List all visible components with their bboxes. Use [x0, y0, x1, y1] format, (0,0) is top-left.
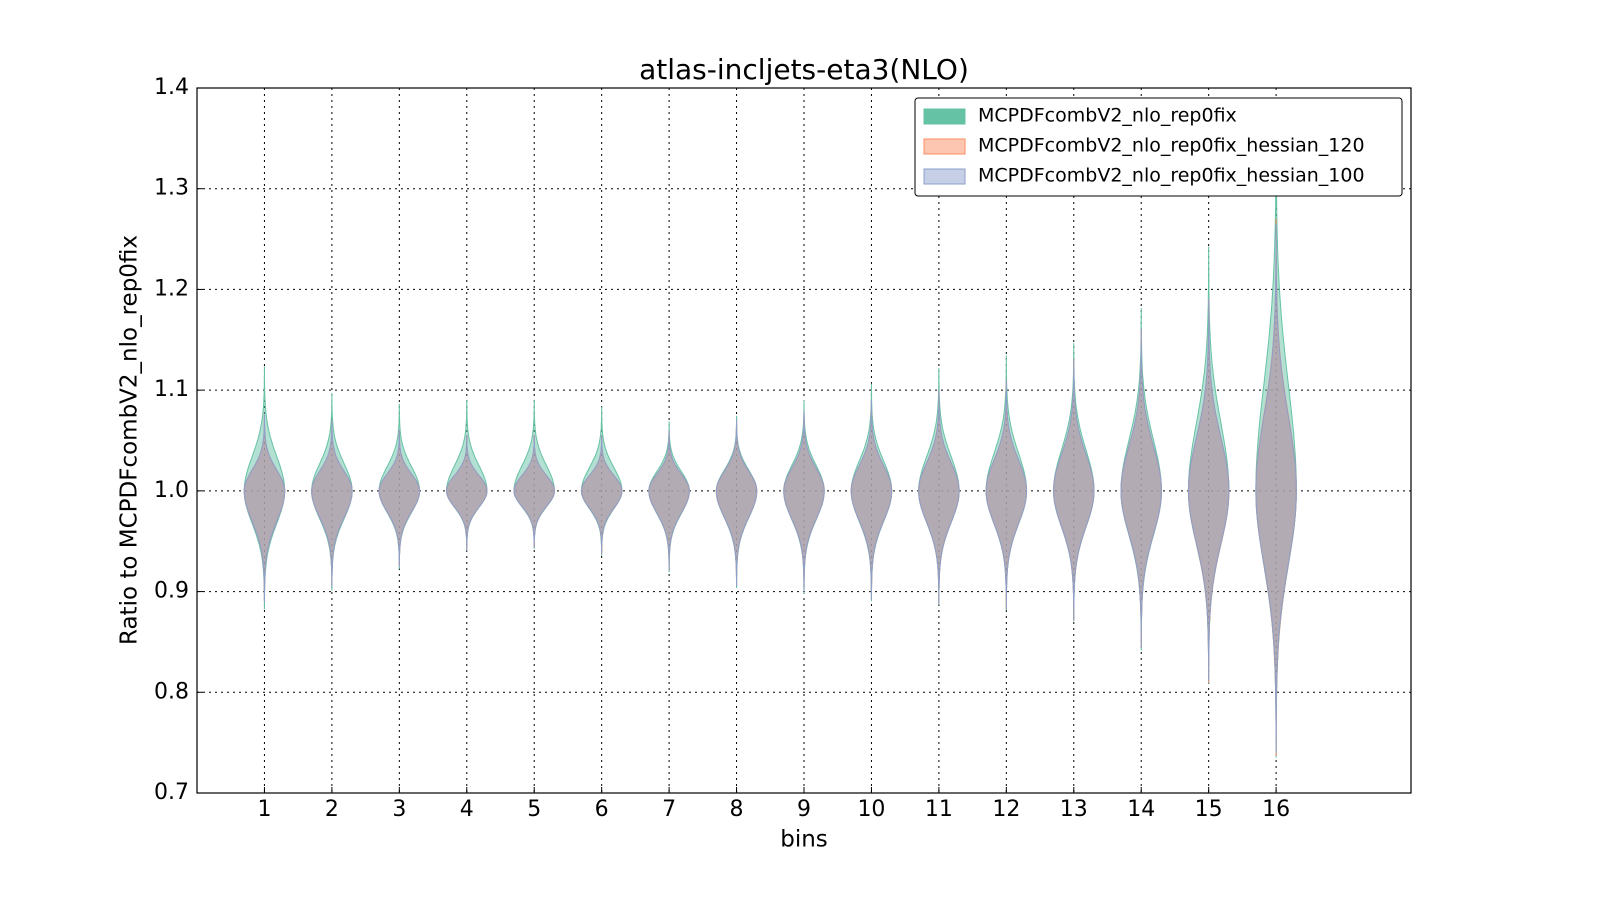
chart-title: atlas-incljets-eta3(NLO): [639, 53, 969, 86]
x-axis-label: bins: [780, 827, 828, 853]
x-tick-label: 5: [527, 797, 541, 822]
violin: [1255, 223, 1297, 753]
y-axis-label: Ratio to MCPDFcombV2_nlo_rep0fix: [117, 235, 143, 645]
x-tick-label: 16: [1262, 797, 1290, 822]
violin: [918, 390, 960, 604]
y-tick-label: 0.9: [154, 579, 189, 604]
x-tick-label: 15: [1195, 797, 1223, 822]
y-tick-label: 1.4: [154, 75, 189, 100]
plot-frame: [196, 87, 1412, 794]
violin: [850, 399, 893, 600]
y-tick-label: 0.7: [154, 780, 189, 805]
y-tick-label: 1.1: [154, 377, 189, 402]
legend-label: MCPDFcombV2_nlo_rep0fix_hessian_120: [978, 135, 1365, 157]
x-tick-label: 1: [257, 797, 271, 822]
legend-label: MCPDFcombV2_nlo_rep0fix_hessian_100: [978, 165, 1365, 187]
x-tick-label: 4: [460, 797, 474, 822]
legend-swatch: [923, 138, 966, 155]
x-tick-label: 7: [662, 797, 676, 822]
violin: [648, 430, 690, 571]
x-tick-label: 6: [595, 797, 609, 822]
legend-swatch: [923, 108, 966, 125]
violin: [1187, 299, 1230, 681]
legend-box: [914, 97, 1403, 197]
x-tick-label: 3: [392, 797, 406, 822]
violin: [378, 429, 421, 567]
x-tick-label: 13: [1060, 797, 1088, 822]
violin: [311, 420, 353, 587]
violin: [243, 414, 286, 603]
y-tick-label: 1.0: [154, 478, 189, 503]
violin: [1120, 329, 1162, 648]
violin: [580, 435, 623, 554]
y-tick-label: 1.3: [154, 176, 189, 201]
violin: [985, 379, 1028, 610]
x-tick-label: 8: [730, 797, 744, 822]
violin: [1053, 359, 1095, 621]
x-tick-label: 2: [325, 797, 339, 822]
violin: [513, 435, 555, 548]
x-tick-label: 9: [797, 797, 811, 822]
legend-swatch: [923, 168, 966, 185]
violin: [715, 419, 758, 586]
y-tick-label: 0.8: [154, 679, 189, 704]
violin: [445, 435, 488, 550]
x-tick-label: 14: [1127, 797, 1155, 822]
x-tick-label: 11: [925, 797, 953, 822]
x-tick-label: 12: [992, 797, 1020, 822]
violin: [783, 410, 825, 592]
legend-label: MCPDFcombV2_nlo_rep0fix: [978, 105, 1237, 127]
y-tick-label: 1.2: [154, 276, 189, 301]
x-tick-label: 10: [857, 797, 885, 822]
